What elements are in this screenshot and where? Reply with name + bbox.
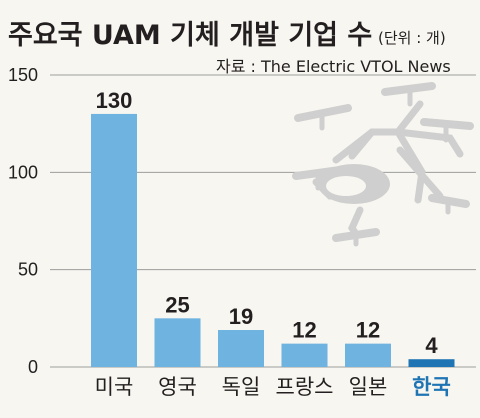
y-tick-label: 50 <box>18 260 38 280</box>
chart-title: 주요국 UAM 기체 개발 기업 수 <box>8 20 372 51</box>
x-tick-label: 프랑스 <box>276 375 334 399</box>
value-label: 12 <box>356 318 380 343</box>
value-labels: 130 25 19 12 12 4 <box>96 88 439 358</box>
bar <box>345 343 391 367</box>
value-label: 25 <box>165 292 189 317</box>
bars <box>91 113 455 367</box>
y-axis-ticks: 0 50 100 150 <box>8 65 38 377</box>
value-label: 4 <box>425 333 438 358</box>
x-tick-label: 한국 <box>412 375 451 399</box>
bar <box>218 330 264 367</box>
value-label: 19 <box>229 304 253 329</box>
bar <box>91 113 137 367</box>
bar <box>281 343 328 367</box>
x-tick-label: 일본 <box>349 375 388 399</box>
x-axis-labels: 미국 영국 독일 프랑스 일본 한국 <box>95 375 451 399</box>
value-label: 12 <box>292 318 316 343</box>
unit-label: (단위 : 개) <box>378 29 446 47</box>
x-tick-label: 독일 <box>222 375 261 399</box>
x-tick-label: 미국 <box>95 375 134 399</box>
source-label: 자료 : The Electric VTOL News <box>216 57 451 76</box>
bar <box>154 318 201 367</box>
y-tick-label: 100 <box>8 162 38 182</box>
x-tick-label: 영국 <box>158 375 197 399</box>
bar <box>408 359 455 367</box>
value-label: 130 <box>96 88 133 113</box>
y-tick-label: 150 <box>8 65 38 85</box>
y-tick-label: 0 <box>28 357 38 377</box>
evtol-drone-icon <box>292 82 474 247</box>
